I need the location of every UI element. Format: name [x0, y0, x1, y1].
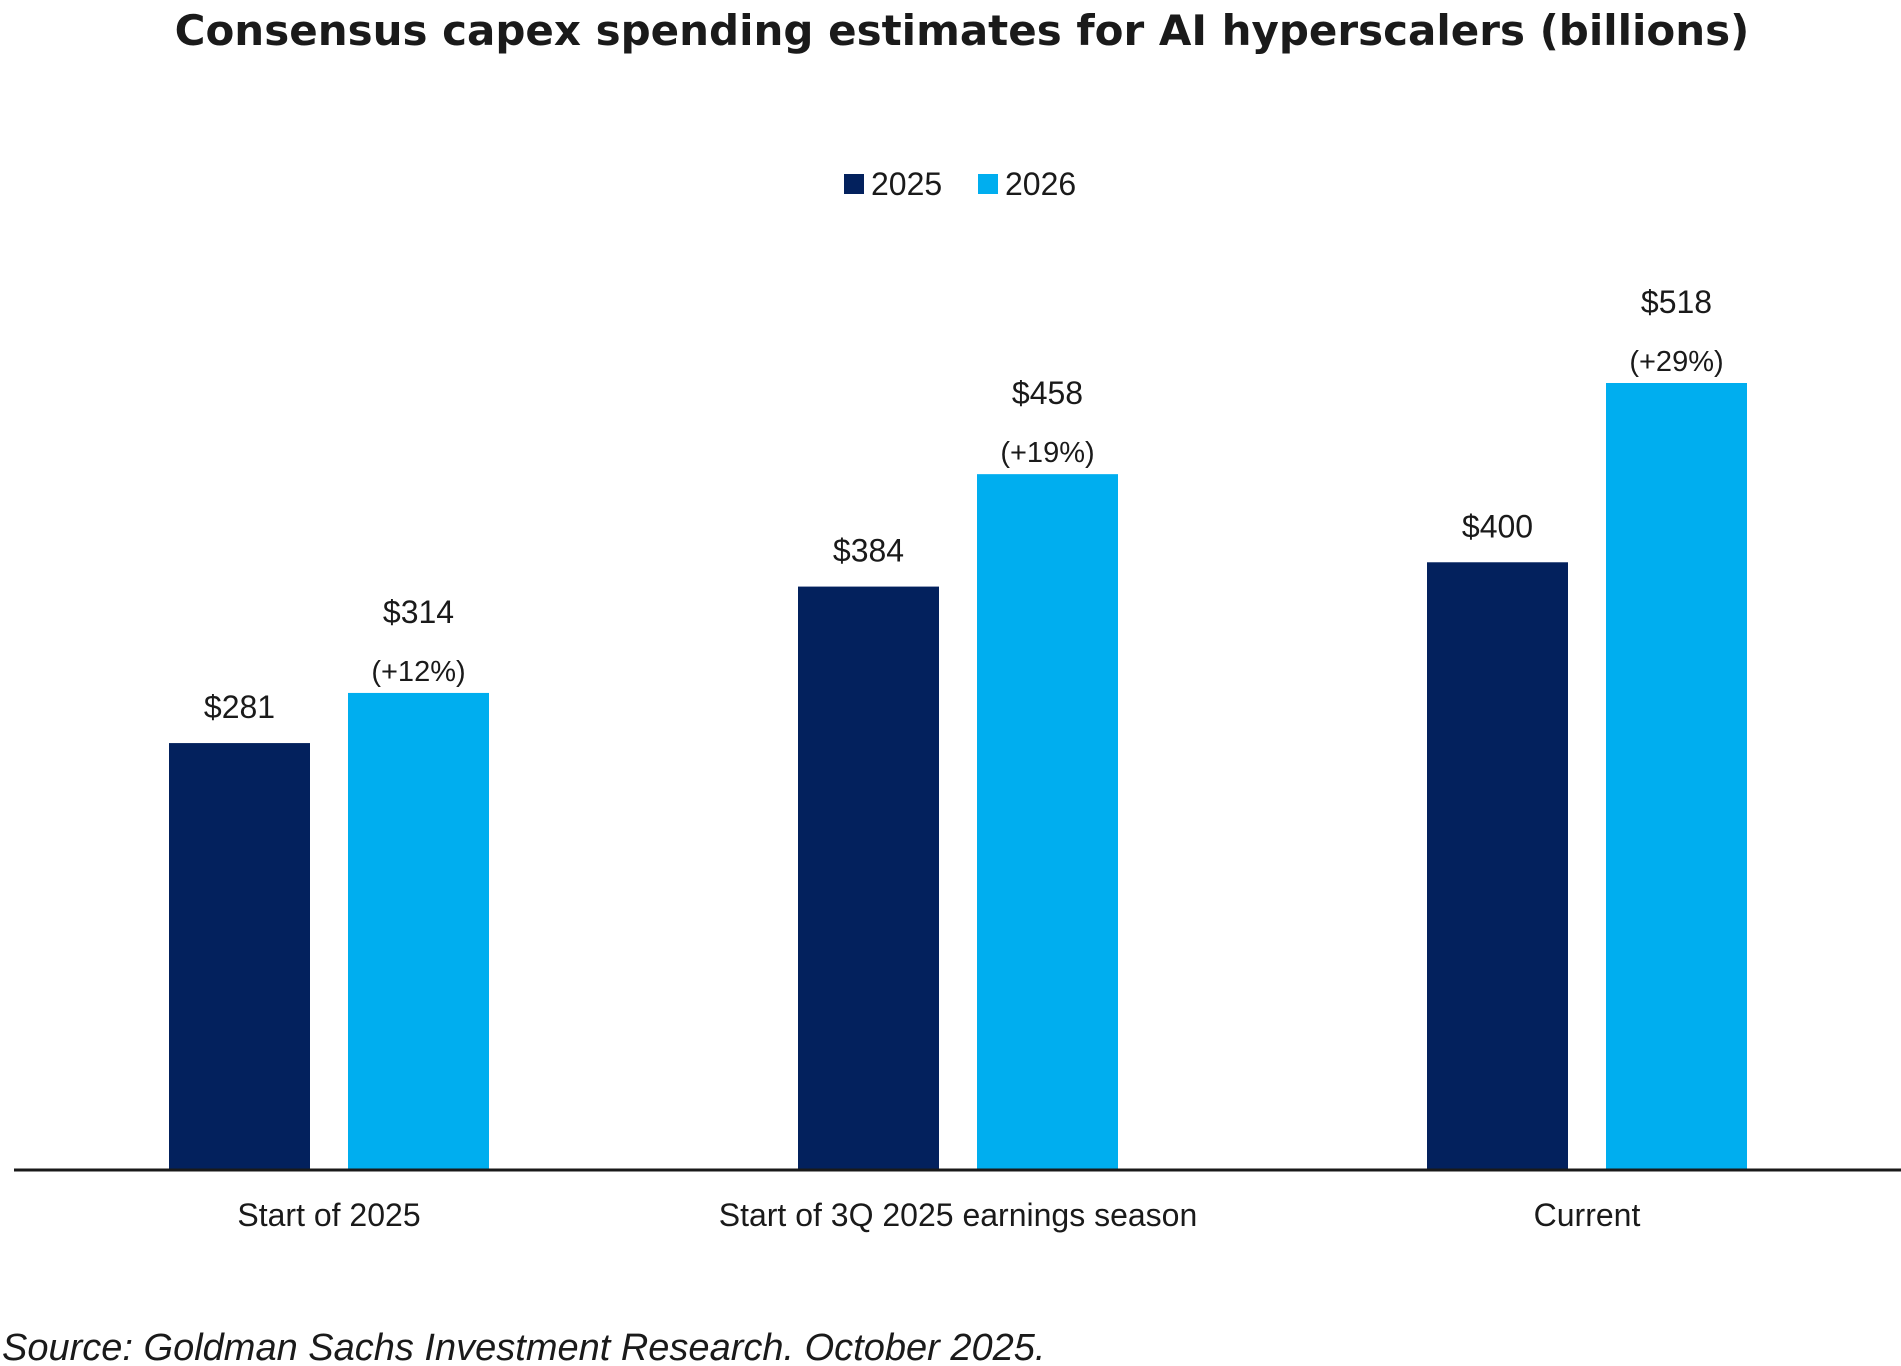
category-label-start-of-2025: Start of 2025	[237, 1197, 420, 1233]
change-label-2026-current: (+29%)	[1629, 346, 1723, 378]
legend-swatch-2025	[844, 174, 864, 194]
value-label-2026-current: $518	[1641, 284, 1712, 320]
change-label-2026-start-of-3q-2025-earnings-season: (+19%)	[1000, 437, 1094, 469]
value-labels-group: $281 (+12%) $314 $384 (+19%) $458 $400 (+29%) $5…	[204, 284, 1724, 725]
category-label-current: Current	[1534, 1197, 1641, 1233]
legend-swatch-2026	[978, 174, 998, 194]
bar-2026-start-of-3q-2025-earnings-season	[977, 474, 1118, 1170]
bars-group	[169, 383, 1747, 1170]
bar-2026-start-of-2025	[348, 692, 489, 1170]
chart-legend: 2025 2026	[844, 166, 1076, 202]
bar-2025-start-of-2025	[169, 743, 310, 1170]
bar-2025-current	[1427, 562, 1568, 1170]
source-note: Source: Goldman Sachs Investment Researc…	[2, 1327, 1045, 1366]
chart-title: Consensus capex spending estimates for A…	[175, 6, 1750, 55]
bar-2025-start-of-3q-2025-earnings-season	[798, 586, 939, 1170]
bar-2026-current	[1606, 383, 1747, 1170]
category-labels-group: Start of 2025 Start of 3Q 2025 earnings s…	[237, 1197, 1640, 1233]
category-label-start-of-3q-2025-earnings-season: Start of 3Q 2025 earnings season	[719, 1197, 1198, 1233]
legend-label-2026: 2026	[1005, 166, 1076, 202]
value-label-2025-start-of-2025: $281	[204, 689, 275, 725]
value-label-2025-start-of-3q-2025-earnings-season: $384	[833, 533, 904, 569]
value-label-2026-start-of-2025: $314	[383, 594, 454, 630]
change-label-2026-start-of-2025: (+12%)	[371, 656, 465, 688]
legend-label-2025: 2025	[871, 166, 942, 202]
value-label-2026-start-of-3q-2025-earnings-season: $458	[1012, 375, 1083, 411]
value-label-2025-current: $400	[1462, 508, 1533, 544]
